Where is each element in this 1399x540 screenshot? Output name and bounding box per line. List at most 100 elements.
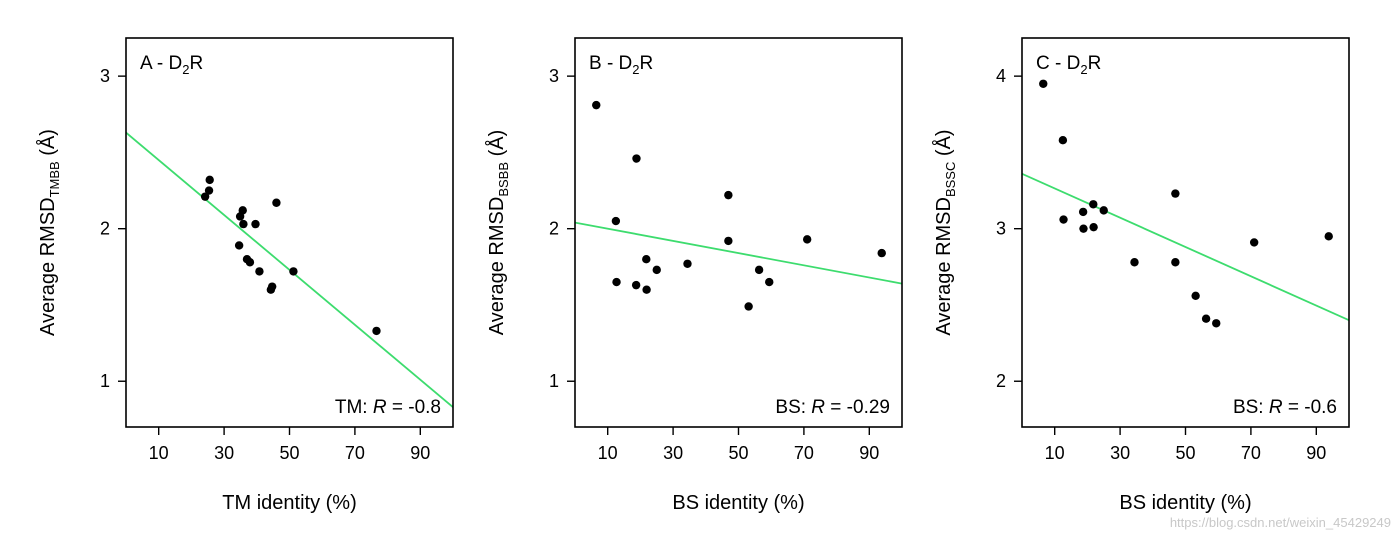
panel-a-data-point <box>239 219 248 229</box>
panel-b-title-subscript: 2 <box>632 62 639 77</box>
panel-b-data-point <box>724 236 733 246</box>
panel-c-data-point <box>1324 232 1333 241</box>
panel-b-data-point <box>683 259 692 268</box>
panel-b-data-point <box>652 265 661 275</box>
panel-b-data-point <box>765 277 774 287</box>
panel-c-data-point <box>1212 319 1221 328</box>
panel-a-y-tick-label: 1 <box>100 371 110 391</box>
panel-c-data-point <box>1201 314 1211 323</box>
panel-c-data-point <box>1078 207 1088 217</box>
panel-a-y-axis-label-subscript: TMBB <box>47 161 62 197</box>
panel-b-x-tick-label: 90 <box>859 443 879 463</box>
panel-b-data-point <box>642 254 651 264</box>
panel-b-stat-symbol: R <box>811 397 825 418</box>
panel-a-y-axis-label-tail: (Å) <box>36 129 59 161</box>
panel-c-y-tick-label: 2 <box>996 371 1006 391</box>
panel-a-title-subscript: 2 <box>182 62 189 77</box>
panel-a-data-point <box>255 267 264 276</box>
panel-c-title: C - D2R <box>1036 53 1101 77</box>
panel-b-y-axis-label-subscript: BSBB <box>496 162 511 197</box>
panel-a-y-axis-label: Average RMSDTMBB (Å) <box>36 129 62 336</box>
panel-a-title-main: A - D <box>140 53 182 74</box>
watermark-text: https://blog.csdn.net/weixin_45429249 <box>1169 515 1391 530</box>
panel-c-x-tick-label: 30 <box>1110 443 1130 463</box>
panel-b-x-tick-label: 30 <box>663 443 683 463</box>
panel-a-x-tick-label: 10 <box>149 443 169 463</box>
panel-b-data-point <box>632 154 641 163</box>
panel-a-stat-value: = -0.8 <box>387 397 441 418</box>
panel-a-stat-prefix: TM: <box>335 397 373 418</box>
panel-b-stat-label: BS: R = -0.29 <box>775 397 890 418</box>
panel-c-y-axis-label-subscript: BSSC <box>943 162 958 197</box>
panel-a-x-tick-label: 30 <box>214 443 234 463</box>
panel-c-data-point <box>1171 189 1180 198</box>
panel-c-x-axis-label: BS identity (%) <box>1119 492 1251 514</box>
panel-c-data-point <box>1089 222 1098 232</box>
panel-b-data-point <box>611 216 621 226</box>
panel-c-x-tick-label: 10 <box>1045 443 1065 463</box>
panel-c-stat-label: BS: R = -0.6 <box>1233 397 1337 418</box>
panel-a-title-tail: R <box>189 53 203 74</box>
panel-b-data-point <box>724 190 733 200</box>
panel-b-y-axis-label-tail: (Å) <box>485 130 508 162</box>
panel-c-y-axis-label-main: Average RMSD <box>933 197 955 336</box>
panel-c-data-point <box>1089 200 1098 209</box>
panel-c-x-tick-label: 50 <box>1175 443 1195 463</box>
panel-a-stat-symbol: R <box>373 397 387 418</box>
panel-b-y-axis-label: Average RMSDBSBB (Å) <box>485 130 511 335</box>
panel-a-data-point <box>205 175 214 185</box>
panel-c-y-tick-label: 4 <box>996 66 1006 86</box>
panel-b-stat-prefix: BS: <box>775 397 811 418</box>
panel-b-title: B - D2R <box>589 53 653 77</box>
panel-b-data-point <box>612 277 621 287</box>
panel-c-data-point <box>1130 258 1139 267</box>
panel-b-data-point <box>744 302 753 311</box>
panel-c-title-tail: R <box>1088 53 1102 74</box>
panel-a-x-tick-label: 50 <box>279 443 299 463</box>
panel-b-stat-value: = -0.29 <box>825 397 890 418</box>
panel-c-data-point <box>1059 215 1068 224</box>
panel-a-y-tick-label: 3 <box>100 66 110 86</box>
panel-c-data-point <box>1079 224 1088 233</box>
panel-b-x-axis-label: BS identity (%) <box>672 492 804 514</box>
panel-a-data-point <box>234 241 244 250</box>
panel-a-x-tick-label: 90 <box>410 443 430 463</box>
panel-a-y-tick-label: 2 <box>100 219 110 239</box>
panel-b-y-tick-label: 1 <box>549 371 559 391</box>
panel-c-data-point <box>1058 136 1068 145</box>
panel-b-x-tick-label: 50 <box>728 443 748 463</box>
panel-b-title-main: B - D <box>589 53 632 74</box>
panel-b-data-point <box>631 280 641 290</box>
panel-a-data-point <box>267 282 277 291</box>
panel-c-stat-value: = -0.6 <box>1283 397 1337 418</box>
panel-a-data-point <box>272 198 281 207</box>
panel-c-data-point <box>1171 258 1180 267</box>
panel-c-data-point <box>1249 238 1259 247</box>
panel-c-stat-prefix: BS: <box>1233 397 1269 418</box>
panel-c-x-tick-label: 70 <box>1241 443 1261 463</box>
panel-c-stat-symbol: R <box>1269 397 1283 418</box>
panel-a-data-point <box>289 267 298 276</box>
panel-b-data-point <box>642 285 651 294</box>
panel-a-title: A - D2R <box>140 53 203 77</box>
panel-b-y-axis-label-main: Average RMSD <box>486 197 508 336</box>
panel-a-y-axis-label-main: Average RMSD <box>37 197 59 336</box>
panel-c-plot-frame <box>1021 37 1350 428</box>
panel-a-data-point <box>204 186 214 195</box>
panel-a-x-tick-label: 70 <box>345 443 365 463</box>
panel-b-data-point <box>877 248 886 258</box>
panel-c-data-point <box>1191 291 1200 301</box>
panel-b-data-point <box>592 100 601 110</box>
panel-b-y-tick-label: 2 <box>549 219 559 239</box>
panel-b-data-point <box>802 235 812 244</box>
panel-c-data-point <box>1039 79 1048 88</box>
panel-b-title-tail: R <box>640 53 654 74</box>
panel-c-x-tick-label: 90 <box>1306 443 1326 463</box>
panel-a-data-point <box>251 219 260 229</box>
panel-c-fit-line <box>1022 172 1349 322</box>
panel-c-y-axis-label: Average RMSDBSSC (Å) <box>932 129 958 335</box>
panel-b-x-tick-label: 70 <box>794 443 814 463</box>
panel-a-data-point <box>372 326 381 336</box>
